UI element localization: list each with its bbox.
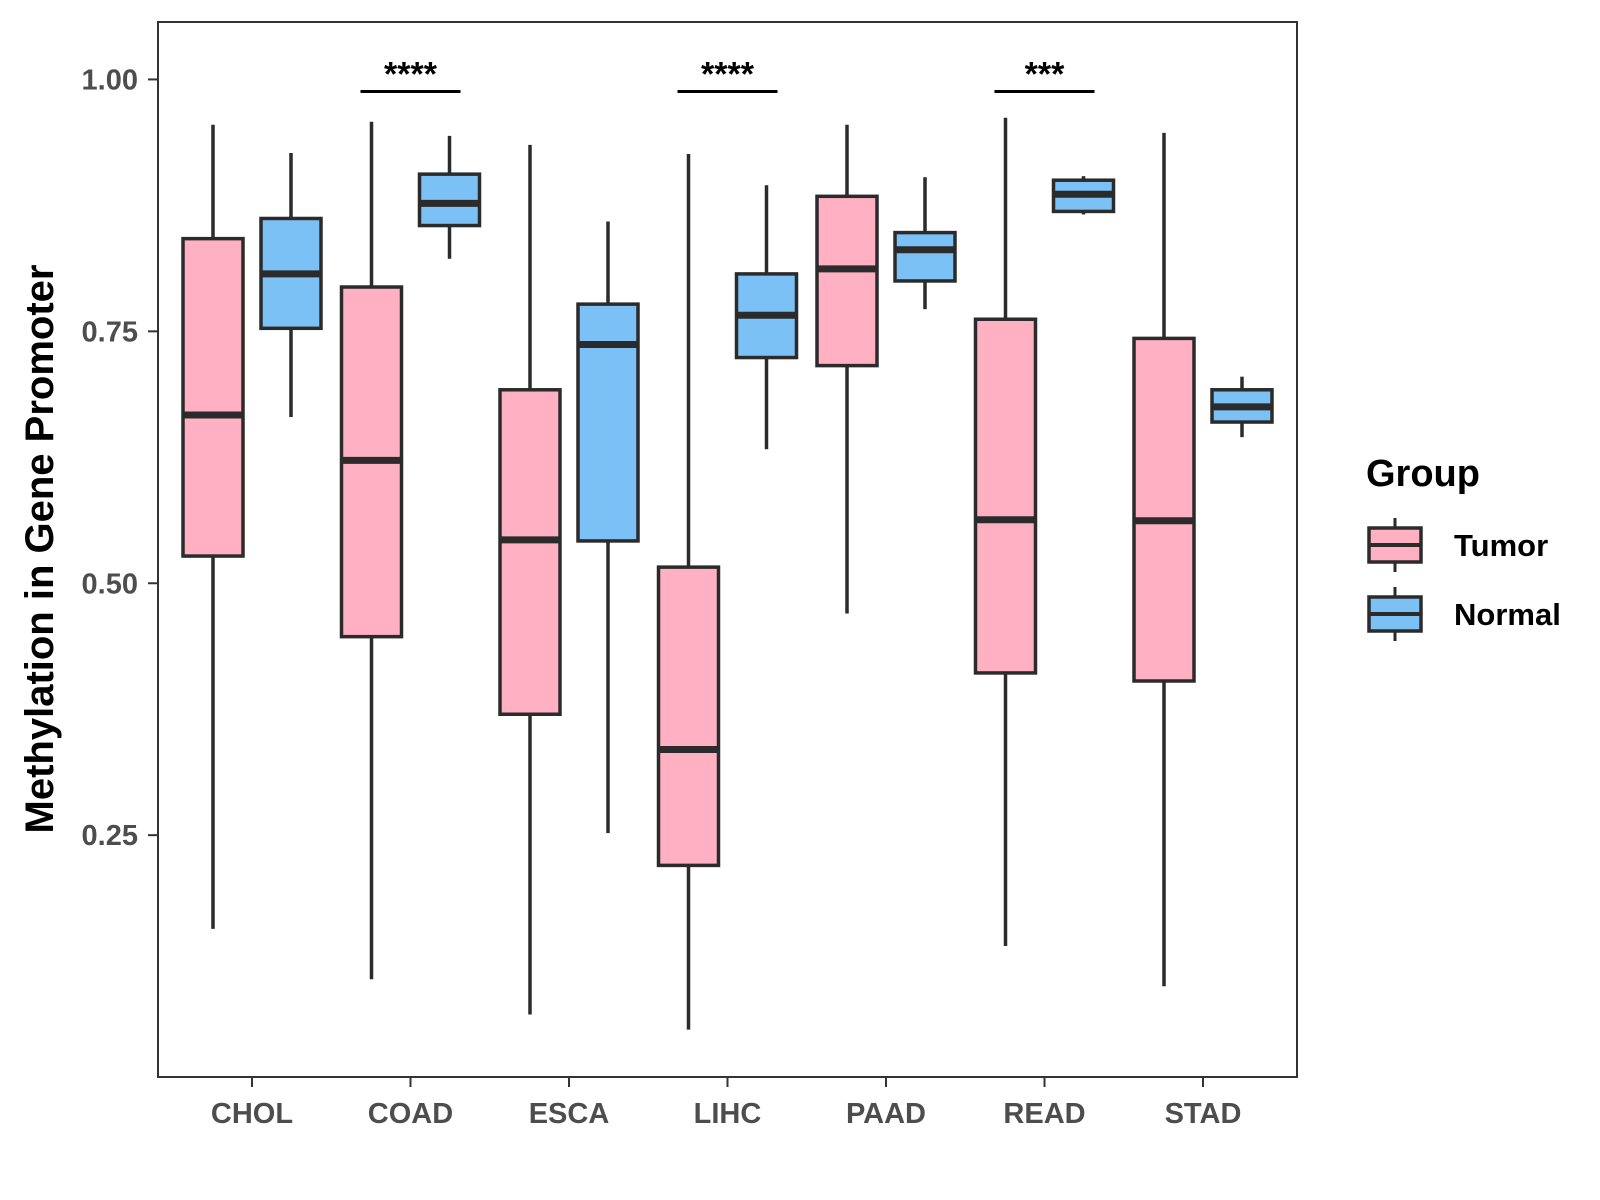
box-body [498,388,562,716]
box-body [1132,336,1196,683]
box-stad-tumor [1132,132,1196,987]
legend-entry-tumor: Tumor [1367,518,1548,572]
x-tick-label: CHOL [211,1098,293,1130]
box-body [656,565,721,868]
box-read-normal [1051,176,1116,215]
x-tick-label: ESCA [529,1098,610,1130]
box-body [417,172,482,228]
y-axis-title: Methylation in Gene Promoter [18,265,62,834]
significance-lihc: **** [677,56,778,94]
x-tick-label: PAAD [846,1098,926,1130]
box-body [815,194,879,368]
box-lihc-normal [734,185,799,450]
legend-label: Tumor [1454,528,1548,563]
legend-entry-normal: Normal [1367,587,1561,641]
axes-layer: 0.25 0.50 0.75 1.00 CHOL COAD ESCA LIHC PAAD READ… [82,64,1242,1130]
significance-coad: **** [360,56,461,94]
boxes-layer [181,117,1274,1030]
significance-label: **** [701,56,755,94]
box-paad-normal [893,177,957,310]
legend-title: Group [1366,453,1480,495]
significance-label: *** [1025,56,1065,94]
significance-label: **** [384,56,438,94]
significance-layer: **** **** *** [360,56,1095,94]
box-chol-normal [259,152,323,417]
x-tick-label: READ [1003,1098,1085,1130]
box-stad-normal [1210,376,1274,438]
plot-panel-border [157,21,1298,1078]
significance-read: *** [994,56,1095,94]
y-tick-label: 0.25 [82,820,138,852]
x-tick-label: STAD [1165,1098,1242,1130]
legend-label: Normal [1454,597,1561,632]
box-body [973,317,1038,675]
box-read-tumor [973,117,1038,947]
box-esca-tumor [498,144,562,1015]
legend: Group Tumor Normal [1366,453,1561,641]
box-lihc-tumor [656,154,721,1030]
box-body [893,230,957,283]
box-coad-tumor [339,121,404,980]
box-body [576,302,640,543]
box-chol-tumor [181,124,245,929]
x-tick-label: COAD [368,1098,453,1130]
x-tick-label: LIHC [694,1098,762,1130]
y-tick-label: 0.50 [82,568,138,600]
y-tick-label: 0.75 [82,316,138,348]
y-tick-label: 1.00 [82,64,138,96]
box-coad-normal [417,135,482,259]
box-body [181,236,245,558]
box-esca-normal [576,221,640,834]
box-paad-tumor [815,124,879,614]
